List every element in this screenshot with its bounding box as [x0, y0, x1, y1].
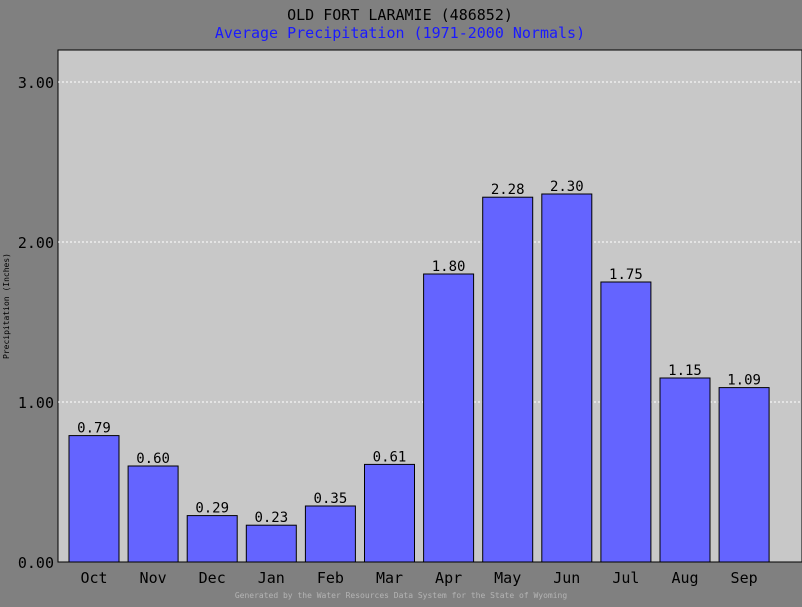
bar-oct	[68, 435, 120, 563]
data-labels: 0.79 0.60 0.29 0.23 0.35 0.61 1.80 2.28 2.30 1.75…	[77, 179, 761, 526]
bar-may	[482, 196, 534, 563]
x-tick-label: Feb	[317, 569, 344, 587]
x-tick-label: Jun	[553, 569, 580, 587]
data-label: 1.75	[609, 267, 643, 283]
x-tick-label: Mar	[376, 569, 403, 587]
data-label: 0.79	[77, 421, 111, 437]
x-tick-label: Apr	[435, 569, 462, 587]
x-tick-label: Jul	[612, 569, 639, 587]
y-tick-label: 0.00	[18, 554, 54, 572]
x-tick-label: Jan	[258, 569, 285, 587]
x-tick-label: Nov	[140, 569, 167, 587]
bar-aug	[659, 377, 711, 563]
data-label: 0.23	[254, 510, 288, 526]
y-tick-label: 1.00	[18, 394, 54, 412]
data-label: 2.30	[550, 179, 584, 195]
x-tick-labels: Oct Nov Dec Jan Feb Mar Apr May Jun Jul Aug Sep	[80, 569, 757, 587]
bars	[68, 193, 770, 563]
chart-subtitle: Average Precipitation (1971-2000 Normals…	[215, 24, 585, 42]
y-tick-labels: 0.00 1.00 2.00 3.00	[18, 74, 54, 572]
x-tick-label: Dec	[199, 569, 226, 587]
bar-mar	[364, 463, 415, 563]
footer-credit: Generated by the Water Resources Data Sy…	[235, 591, 568, 600]
bar-jun	[541, 193, 593, 563]
data-label: 0.29	[195, 501, 229, 517]
data-label: 1.15	[668, 363, 702, 379]
chart-title: OLD FORT LARAMIE (486852)	[287, 6, 513, 24]
y-axis-label: Precipitation (Inches)	[2, 253, 11, 359]
data-label: 1.09	[727, 373, 761, 389]
x-tick-label: Aug	[671, 569, 698, 587]
bar-nov	[127, 465, 179, 563]
bar-feb	[304, 505, 356, 563]
y-tick-label: 2.00	[18, 234, 54, 252]
bar-sep	[718, 387, 770, 563]
x-tick-label: May	[494, 569, 521, 587]
y-tick-label: 3.00	[18, 74, 54, 92]
bar-jan	[245, 524, 297, 563]
x-tick-label: Oct	[80, 569, 107, 587]
bar-dec	[186, 515, 238, 563]
data-label: 0.60	[136, 451, 170, 467]
bar-jul	[600, 281, 652, 563]
data-label: 0.35	[314, 491, 348, 507]
data-label: 0.61	[373, 449, 407, 465]
data-label: 1.80	[432, 259, 466, 275]
x-tick-label: Sep	[731, 569, 758, 587]
bar-apr	[423, 273, 475, 563]
data-label: 2.28	[491, 182, 525, 198]
